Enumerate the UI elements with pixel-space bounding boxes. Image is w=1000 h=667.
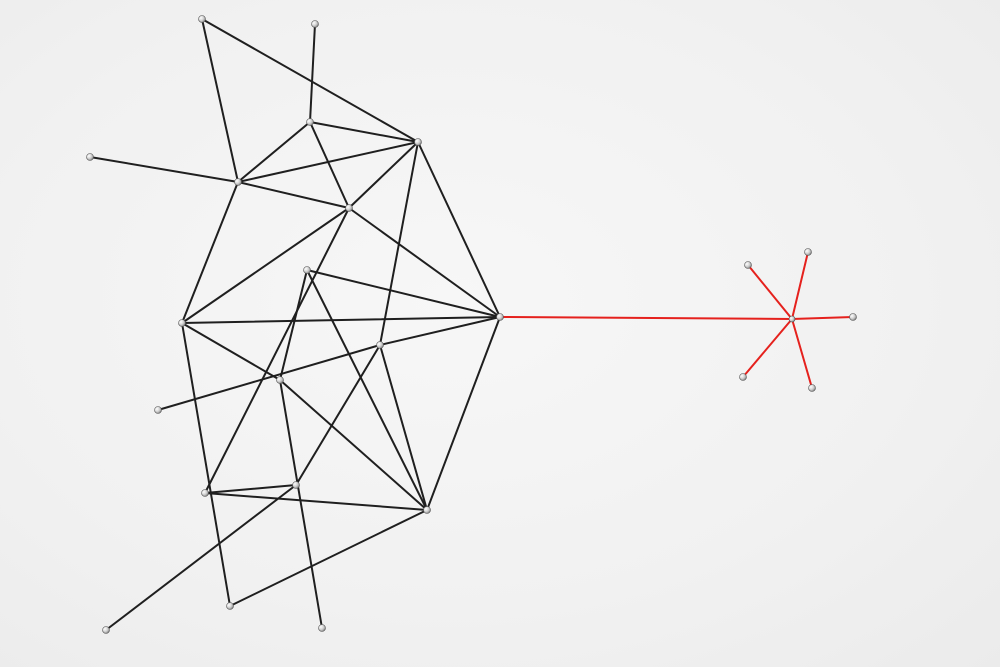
- thread: [181, 322, 281, 381]
- pin: [739, 373, 747, 381]
- thread: [379, 316, 501, 346]
- thread: [279, 379, 323, 629]
- red-thread: [499, 316, 793, 320]
- pin: [306, 118, 314, 126]
- red-thread: [747, 264, 793, 320]
- pin: [318, 624, 326, 632]
- thread: [181, 316, 501, 324]
- thread: [237, 181, 350, 209]
- thread: [105, 484, 297, 631]
- thread: [306, 269, 428, 511]
- pin: [496, 313, 504, 321]
- pin: [808, 384, 816, 392]
- pin: [154, 406, 162, 414]
- pin: [86, 153, 94, 161]
- thread: [348, 141, 419, 209]
- thread: [417, 141, 501, 318]
- thread: [306, 269, 501, 318]
- thread: [204, 492, 428, 511]
- red-thread: [791, 318, 813, 389]
- thread: [204, 207, 350, 494]
- thread: [309, 121, 350, 209]
- thread: [295, 344, 381, 486]
- pin: [311, 20, 319, 28]
- thread: [204, 484, 297, 494]
- pins: [86, 15, 857, 634]
- thread: [237, 141, 419, 183]
- pin: [198, 15, 206, 23]
- thread: [181, 322, 231, 607]
- thread: [279, 269, 308, 381]
- red-thread: [742, 318, 793, 378]
- pin: [423, 506, 431, 514]
- pin: [276, 376, 284, 384]
- red-thread: [791, 251, 809, 320]
- pin: [788, 315, 796, 323]
- pin: [744, 261, 752, 269]
- thread: [279, 379, 428, 511]
- pin: [303, 266, 311, 274]
- pin: [102, 626, 110, 634]
- red-thread-branch: [499, 251, 854, 389]
- pin: [849, 313, 857, 321]
- red-thread: [791, 316, 854, 320]
- pin: [226, 602, 234, 610]
- thread: [237, 121, 311, 183]
- pin: [234, 178, 242, 186]
- thread: [201, 18, 419, 143]
- pin: [201, 489, 209, 497]
- pin: [292, 481, 300, 489]
- thread: [309, 23, 316, 123]
- pin: [804, 248, 812, 256]
- pin: [178, 319, 186, 327]
- thread: [181, 207, 350, 324]
- thread: [201, 18, 239, 183]
- thread: [229, 509, 428, 607]
- pin: [345, 204, 353, 212]
- thread: [89, 156, 239, 183]
- thread: [348, 207, 501, 318]
- thread: [379, 344, 428, 511]
- thread: [426, 316, 501, 511]
- thread: [157, 344, 381, 411]
- thread: [309, 121, 419, 143]
- pin: [376, 341, 384, 349]
- pin: [414, 138, 422, 146]
- thread: [181, 181, 239, 324]
- black-thread-network: [89, 18, 501, 631]
